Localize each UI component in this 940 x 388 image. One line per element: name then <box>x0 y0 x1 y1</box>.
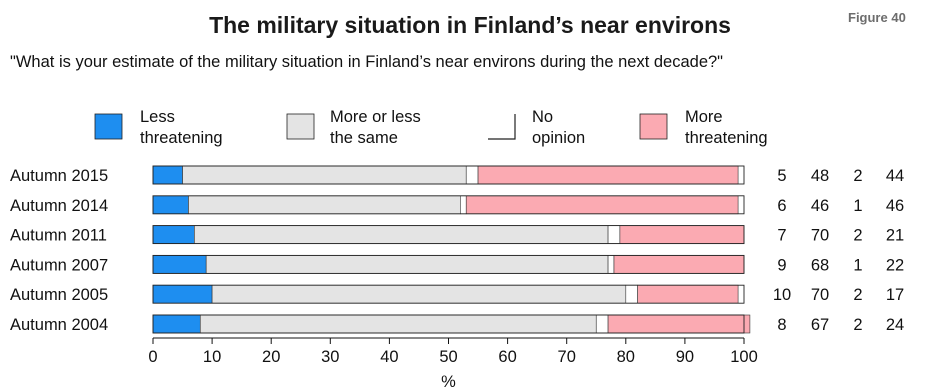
bar-segment-3 <box>595 314 609 334</box>
chart-title: The military situation in Finland’s near… <box>209 12 731 38</box>
x-tick-label: 10 <box>203 348 221 366</box>
data-label: 10 <box>773 286 791 304</box>
data-label: 24 <box>886 316 904 334</box>
bar-outline <box>152 165 745 185</box>
data-label: 2 <box>853 167 862 185</box>
bar-segment-3 <box>625 284 638 304</box>
legend-swatch-4 <box>639 113 668 140</box>
x-tick-label: 90 <box>676 348 694 366</box>
legend-label-line1-2: More or less <box>330 108 421 126</box>
data-label: 21 <box>886 227 904 245</box>
figure-label: Figure 40 <box>848 10 906 25</box>
data-label: 1 <box>853 197 862 215</box>
data-label: 68 <box>811 256 829 274</box>
legend-swatch-outline-3 <box>488 114 516 140</box>
data-label: 67 <box>811 316 829 334</box>
legend-label-line1-4: More <box>685 108 723 126</box>
bar-segment-2 <box>205 255 609 274</box>
x-tick-label: 100 <box>730 348 758 366</box>
category-label: Autumn 2011 <box>10 227 107 245</box>
bar-outline <box>152 195 745 215</box>
bar-segment-4 <box>477 165 739 185</box>
bar-outline <box>152 254 745 274</box>
data-label: 22 <box>886 256 904 274</box>
legend-label-line2-4: threatening <box>685 129 768 147</box>
bar-segment-1 <box>152 225 195 244</box>
bar-segment-1 <box>152 165 183 185</box>
bar-segment-2 <box>182 165 467 185</box>
data-label: 6 <box>777 197 786 215</box>
bar-segment-1 <box>152 284 213 304</box>
data-label: 1 <box>853 256 862 274</box>
bar-segment-2 <box>188 195 461 215</box>
x-tick-label: 40 <box>380 348 398 366</box>
bar-segment-3 <box>460 195 467 215</box>
category-label: Autumn 2004 <box>10 316 108 334</box>
data-label: 8 <box>777 316 786 334</box>
bar-segment-1 <box>152 195 189 215</box>
bar-segment-4 <box>619 225 745 244</box>
category-label: Autumn 2007 <box>10 256 108 274</box>
category-label: Autumn 2005 <box>10 286 108 304</box>
bar-segment-4 <box>465 195 739 215</box>
bar-segment-3 <box>465 165 479 185</box>
x-tick-label: 0 <box>148 348 157 366</box>
data-label: 5 <box>777 167 786 185</box>
data-label: 70 <box>811 286 829 304</box>
legend-label-line1-3: No <box>532 108 553 126</box>
legend-swatch-1 <box>94 113 123 140</box>
data-label: 17 <box>886 286 904 304</box>
x-tick-label: 30 <box>321 348 339 366</box>
bar-segment-4 <box>613 255 745 274</box>
x-tick-label: 80 <box>617 348 635 366</box>
data-label: 9 <box>777 256 786 274</box>
data-label: 44 <box>886 167 904 185</box>
bar-outline <box>152 225 745 245</box>
x-tick-label: 60 <box>498 348 516 366</box>
bar-outline <box>152 284 745 304</box>
bar-segment-3 <box>607 225 621 244</box>
data-label: 2 <box>853 316 862 334</box>
category-label: Autumn 2015 <box>10 167 108 185</box>
category-label: Autumn 2014 <box>10 197 108 215</box>
legend-label-line1-1: Less <box>140 108 175 126</box>
bar-segment-1 <box>152 314 201 334</box>
data-label: 48 <box>811 167 829 185</box>
x-tick-label: 50 <box>439 348 457 366</box>
bar-outline <box>152 314 745 334</box>
bar-segment-1 <box>152 255 207 274</box>
chart-subtitle: "What is your estimate of the military s… <box>10 53 724 71</box>
data-label: 7 <box>777 227 786 245</box>
x-axis-label: % <box>441 373 456 388</box>
bar-segment-2 <box>211 284 627 304</box>
legend-swatch-3 <box>488 114 515 139</box>
bar-segment-4 <box>607 314 751 334</box>
x-tick-label: 20 <box>262 348 280 366</box>
legend-label-line2-2: the same <box>330 129 398 147</box>
data-label: 2 <box>853 286 862 304</box>
bar-segment-2 <box>199 314 597 334</box>
data-label: 2 <box>853 227 862 245</box>
legend-label-line2-3: opinion <box>532 129 585 147</box>
data-label: 46 <box>811 197 829 215</box>
data-label: 70 <box>811 227 829 245</box>
bar-segment-3 <box>607 255 615 274</box>
legend-swatch-2 <box>286 113 315 140</box>
legend-label-line2-1: threatening <box>140 129 223 147</box>
bar-segment-2 <box>194 225 609 244</box>
data-label: 46 <box>886 197 904 215</box>
bar-segment-4 <box>637 284 739 304</box>
x-tick-label: 70 <box>558 348 576 366</box>
